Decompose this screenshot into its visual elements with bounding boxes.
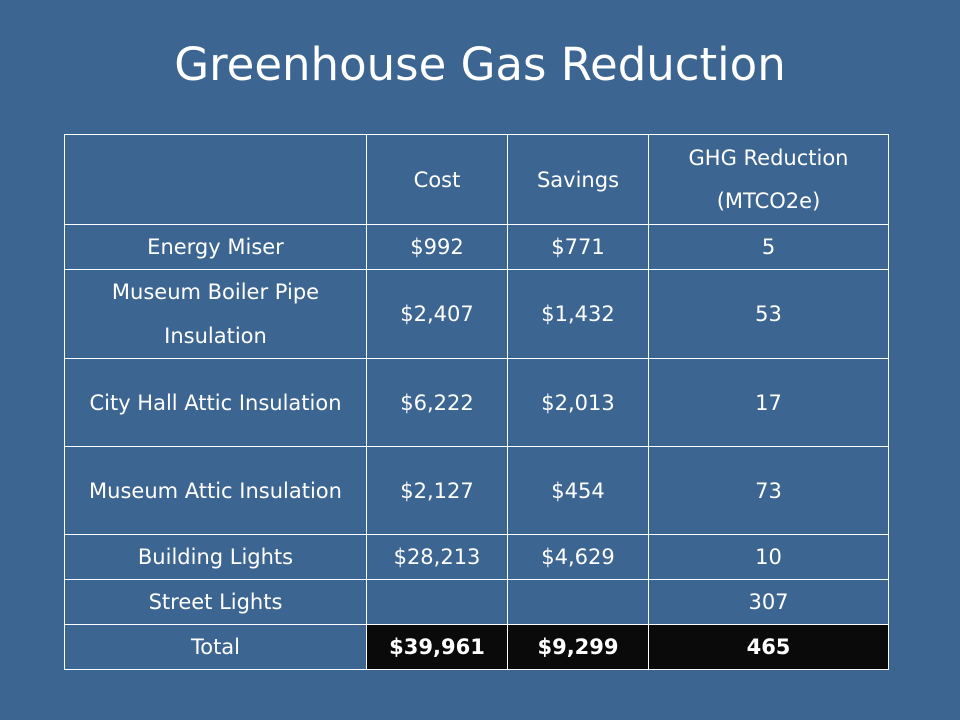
header-blank-cell: [64, 134, 367, 225]
table-row: City Hall Attic Insulation $6,222 $2,013…: [64, 358, 889, 447]
row-label: Museum Attic Insulation: [64, 446, 367, 535]
ghg-cell: 73: [648, 446, 889, 535]
total-ghg-cell: 465: [648, 624, 889, 670]
row-label: City Hall Attic Insulation: [64, 358, 367, 447]
savings-cell: $454: [507, 446, 649, 535]
table-row: Museum Boiler Pipe Insulation $2,407 $1,…: [64, 269, 889, 359]
header-ghg-reduction: GHG Reduction (MTCO2e): [648, 134, 889, 225]
savings-cell: $771: [507, 224, 649, 270]
cost-cell: $2,127: [366, 446, 508, 535]
table-row: Building Lights $28,213 $4,629 10: [64, 534, 889, 580]
ghg-cell: 53: [648, 269, 889, 359]
ghg-cell: 5: [648, 224, 889, 270]
ghg-cell: 17: [648, 358, 889, 447]
cost-cell: $28,213: [366, 534, 508, 580]
table-row: Energy Miser $992 $771 5: [64, 224, 889, 270]
savings-cell: $2,013: [507, 358, 649, 447]
row-label: Energy Miser: [64, 224, 367, 270]
total-cost-cell: $39,961: [366, 624, 508, 670]
table-row: Street Lights 307: [64, 579, 889, 625]
total-row: Total $39,961 $9,299 465: [64, 624, 889, 670]
row-label: Street Lights: [64, 579, 367, 625]
table-row: Museum Attic Insulation $2,127 $454 73: [64, 446, 889, 535]
row-label: Building Lights: [64, 534, 367, 580]
cost-cell: $992: [366, 224, 508, 270]
ghg-cell: 10: [648, 534, 889, 580]
total-savings-cell: $9,299: [507, 624, 649, 670]
ghg-cell: 307: [648, 579, 889, 625]
savings-cell: $4,629: [507, 534, 649, 580]
row-label: Museum Boiler Pipe Insulation: [64, 269, 367, 359]
cost-cell: $2,407: [366, 269, 508, 359]
total-label: Total: [64, 624, 367, 670]
savings-cell: [507, 579, 649, 625]
ghg-reduction-table: Cost Savings GHG Reduction (MTCO2e) Ener…: [64, 134, 889, 670]
header-savings: Savings: [507, 134, 649, 225]
cost-cell: $6,222: [366, 358, 508, 447]
slide-title: Greenhouse Gas Reduction: [174, 38, 786, 91]
savings-cell: $1,432: [507, 269, 649, 359]
cost-cell: [366, 579, 508, 625]
header-cost: Cost: [366, 134, 508, 225]
table-header-row: Cost Savings GHG Reduction (MTCO2e): [64, 134, 889, 225]
